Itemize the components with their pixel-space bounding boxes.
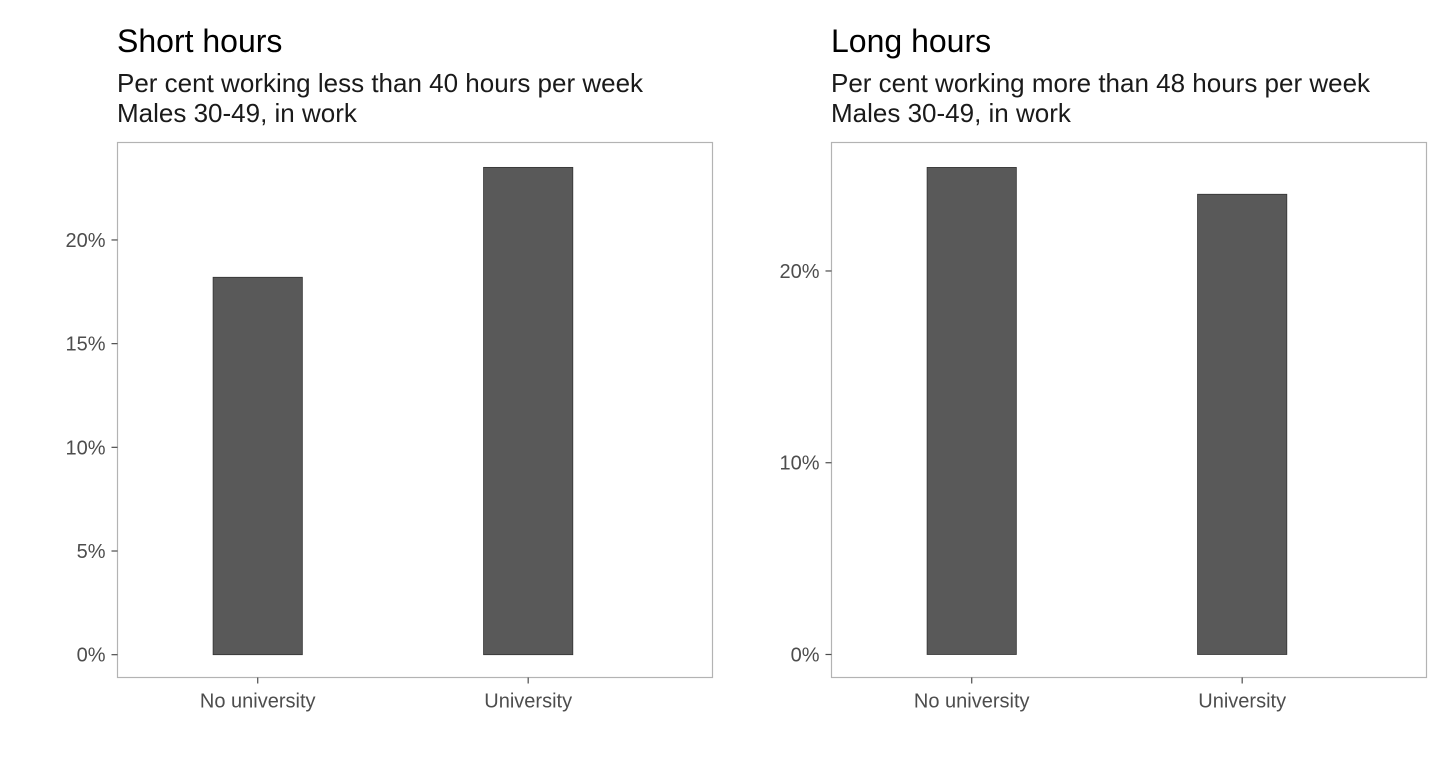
- chart-subtitle-line-1: Per cent working less than 40 hours per …: [117, 68, 644, 98]
- plot-marks: 0% 5% 10% 15% 20% No university University: [65, 166, 574, 713]
- y-tick-label: 20%: [779, 261, 819, 283]
- x-tick-label: No university: [200, 691, 316, 713]
- plot-area: [116, 141, 714, 679]
- chart-subtitle-line-1: Per cent working more than 48 hours per …: [831, 68, 1371, 98]
- chart-subtitle-line-2: Males 30-49, in work: [831, 98, 1072, 128]
- chart-title: Short hours: [117, 23, 282, 59]
- plot-marks: 0% 10% 20% No university University: [779, 167, 1288, 713]
- y-tick-label: 0%: [77, 645, 106, 667]
- y-tick-label: 15%: [65, 334, 105, 356]
- chart-title: Long hours: [831, 23, 991, 59]
- bar: [483, 166, 574, 656]
- chart-panel-long-hours: Long hours Per cent working more than 48…: [779, 23, 1428, 713]
- y-tick-label: 10%: [65, 437, 105, 459]
- y-tick-label: 20%: [65, 230, 105, 252]
- x-tick-label: University: [484, 691, 572, 713]
- bar: [1197, 193, 1288, 655]
- chart-subtitle-line-2: Males 30-49, in work: [117, 98, 358, 128]
- bar: [212, 276, 303, 656]
- x-tick-label: No university: [914, 691, 1030, 713]
- y-tick-label: 0%: [791, 644, 820, 666]
- y-tick-label: 10%: [779, 453, 819, 475]
- chart-panel-short-hours: Short hours Per cent working less than 4…: [65, 23, 714, 713]
- x-tick-label: University: [1198, 691, 1286, 713]
- bar: [926, 167, 1017, 655]
- plot-area: [830, 141, 1428, 679]
- y-tick-label: 5%: [77, 541, 106, 563]
